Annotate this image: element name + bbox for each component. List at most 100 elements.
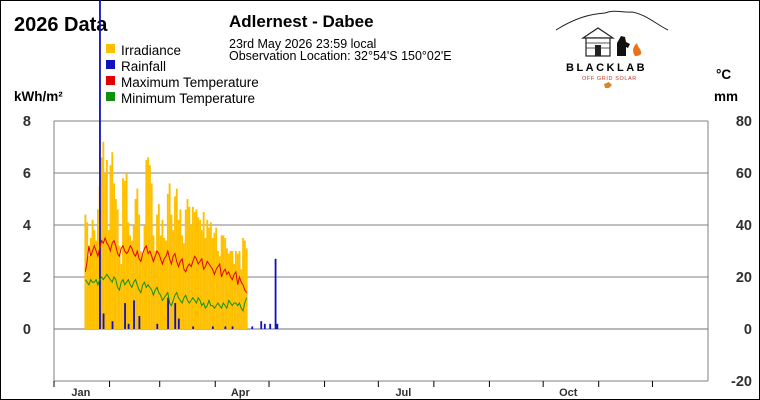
irradiance-bar (195, 209, 198, 329)
irradiance-bar (93, 230, 96, 329)
irradiance-bar (165, 240, 167, 329)
rainfall-bar (138, 316, 141, 329)
irradiance-bar (123, 180, 126, 329)
irradiance-bar (229, 251, 232, 329)
irradiance-bar (125, 173, 128, 329)
irradiance-bar (233, 264, 236, 329)
rainfall-bar (102, 313, 105, 329)
irradiance-bar (197, 217, 200, 329)
irradiance-bar (179, 209, 182, 329)
x-tick-label: Jan (71, 387, 90, 399)
right-tick-label: -20 (731, 374, 752, 390)
right-tick-label: 0 (744, 322, 752, 338)
left-tick-label: 4 (23, 218, 31, 234)
irradiance-bar (116, 209, 119, 329)
legend-label-irradiance: Irradiance (121, 43, 181, 58)
left-tick-label: 6 (23, 166, 31, 182)
right-tick-label: 80 (736, 114, 752, 130)
irradiance-bar (190, 225, 193, 329)
chart-legend: Irradiance Rainfall Maximum Temperature … (106, 43, 259, 106)
irradiance-bar (163, 238, 166, 329)
rainfall-bar (276, 323, 279, 329)
irradiance-bar (188, 206, 191, 329)
year-title: 2026 Data (14, 14, 108, 36)
rainfall-bar (177, 318, 180, 329)
irradiance-bar (88, 256, 90, 329)
irradiance-bar (156, 214, 159, 329)
irradiance-bar (136, 188, 139, 329)
irradiance-bar (107, 230, 110, 329)
rainfall-bar (251, 326, 254, 329)
irradiance-bar (129, 235, 132, 329)
irradiance-bar (240, 269, 243, 329)
rainfall-bar (269, 323, 272, 329)
rainfall-bar (111, 321, 114, 329)
irradiance-bar (127, 222, 130, 329)
irradiance-bar (218, 256, 221, 329)
rainfall-bar (224, 326, 227, 329)
irradiance-bar (168, 183, 171, 329)
irradiance-bar (104, 173, 107, 329)
left-tick-label: 2 (23, 270, 31, 286)
irradiance-bar (172, 230, 175, 329)
dog-icon (617, 36, 630, 56)
irradiance-bar (140, 251, 142, 329)
x-tick-label: Apr (231, 387, 251, 399)
irradiance-bar (227, 253, 230, 329)
irradiance-bar (100, 157, 103, 329)
irradiance-bar (145, 160, 148, 329)
irradiance-bar (132, 225, 135, 329)
irradiance-bar (161, 219, 164, 329)
irradiance-bar (174, 196, 176, 329)
irradiance-bar (134, 199, 137, 329)
rainfall-bar (127, 323, 130, 329)
irradiance-bar (111, 152, 114, 329)
irradiance-bar (224, 238, 227, 329)
irradiance-bar (113, 183, 116, 329)
irradiance-bar (234, 251, 237, 329)
rainfall-bar (274, 258, 277, 329)
irradiance-bar (131, 240, 133, 329)
min-temp-line (84, 273, 248, 313)
irradiance-bar (89, 238, 92, 329)
irradiance-bar (243, 240, 246, 329)
right-tick-label: 20 (736, 270, 752, 286)
irradiance-bar (114, 199, 117, 329)
right-tick-label: 40 (736, 218, 752, 234)
irradiance-bar (200, 230, 203, 329)
left-tick-label: 0 (23, 322, 31, 338)
irradiance-bar (97, 209, 99, 329)
legend-swatch-max-temp (106, 76, 115, 85)
irradiance-bar (184, 209, 187, 329)
rainfall-bar (99, 0, 101, 329)
blacklab-logo: BLACKLAB OFF GRID SOLAR (555, 10, 669, 88)
irradiance-bar (147, 157, 150, 329)
irradiance-bar (222, 235, 225, 329)
irradiance-bar (208, 227, 210, 329)
australia-icon (604, 82, 612, 88)
rainfall-bar (156, 323, 159, 329)
irradiance-bar (152, 235, 155, 329)
irradiance-bar (148, 165, 151, 329)
cabin-roof-icon (581, 27, 615, 39)
irradiance-bar (215, 227, 218, 329)
rainfall-bar (174, 303, 177, 329)
right-axis-label-rain: mm (714, 89, 738, 104)
campfire-icon (633, 43, 642, 56)
rainfall-bar (133, 300, 135, 329)
irradiance-bar (220, 235, 223, 329)
irradiance-bar (199, 219, 202, 329)
rainfall-bar (231, 326, 234, 329)
irradiance-bar (181, 235, 184, 329)
irradiance-bar (204, 238, 207, 329)
rainfall-bar (211, 326, 214, 329)
legend-swatch-rainfall (106, 60, 115, 69)
irradiance-bar (206, 219, 209, 329)
legend-label-min-temp: Minimum Temperature (121, 91, 255, 106)
irradiance-bar (238, 251, 241, 329)
rainfall-bar (192, 326, 195, 329)
x-tick-label: Oct (559, 387, 578, 399)
mountain-outline-icon (555, 10, 669, 31)
